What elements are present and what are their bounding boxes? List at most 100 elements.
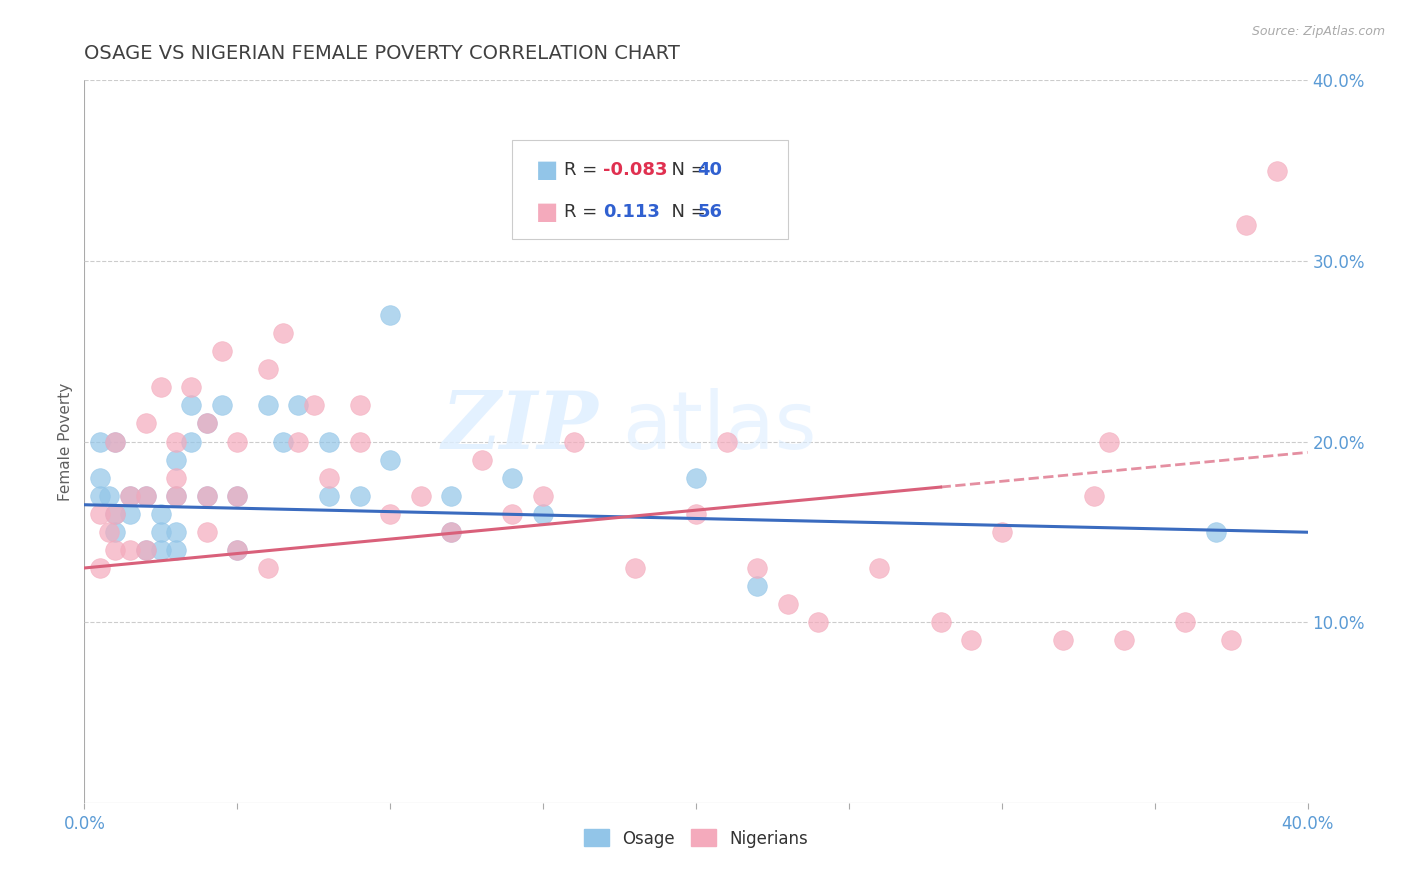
- Text: ■: ■: [536, 158, 558, 182]
- Point: [211, 344, 233, 359]
- Point: [135, 489, 157, 503]
- Point: [226, 434, 249, 449]
- Point: [960, 633, 983, 648]
- Text: N =: N =: [659, 161, 711, 178]
- Point: [226, 542, 249, 557]
- Point: [149, 380, 172, 394]
- Point: [195, 489, 218, 503]
- Text: 40: 40: [697, 161, 723, 178]
- Point: [716, 434, 738, 449]
- Point: [195, 489, 218, 503]
- Point: [97, 489, 120, 503]
- Point: [380, 452, 402, 467]
- Point: [149, 542, 172, 557]
- Text: N =: N =: [659, 202, 711, 221]
- Point: [89, 471, 111, 485]
- Point: [226, 489, 249, 503]
- Text: atlas: atlas: [623, 388, 817, 467]
- Point: [135, 542, 157, 557]
- Point: [89, 434, 111, 449]
- Point: [440, 524, 463, 539]
- Point: [165, 471, 187, 485]
- Point: [149, 524, 172, 539]
- Text: ZIP: ZIP: [441, 388, 598, 466]
- Point: [89, 489, 111, 503]
- Point: [929, 615, 952, 630]
- Text: OSAGE VS NIGERIAN FEMALE POVERTY CORRELATION CHART: OSAGE VS NIGERIAN FEMALE POVERTY CORRELA…: [84, 45, 681, 63]
- Text: Source: ZipAtlas.com: Source: ZipAtlas.com: [1251, 25, 1385, 38]
- Point: [302, 398, 325, 412]
- Point: [349, 489, 371, 503]
- Point: [257, 561, 280, 575]
- Point: [165, 489, 187, 503]
- Point: [257, 362, 280, 376]
- Point: [165, 542, 187, 557]
- Point: [380, 308, 402, 322]
- Legend: Osage, Nigerians: Osage, Nigerians: [575, 821, 817, 856]
- Point: [869, 561, 891, 575]
- Point: [104, 542, 127, 557]
- Point: [1052, 633, 1074, 648]
- Point: [135, 542, 157, 557]
- Point: [135, 417, 157, 431]
- Point: [1265, 163, 1288, 178]
- Point: [135, 489, 157, 503]
- Point: [807, 615, 830, 630]
- Point: [120, 507, 142, 521]
- Text: 0.113: 0.113: [603, 202, 661, 221]
- Point: [1098, 434, 1121, 449]
- Point: [120, 489, 142, 503]
- Point: [318, 434, 340, 449]
- Point: [104, 524, 127, 539]
- Point: [149, 507, 172, 521]
- Point: [380, 507, 402, 521]
- Point: [104, 507, 127, 521]
- Point: [165, 489, 187, 503]
- Point: [776, 597, 799, 611]
- Point: [180, 434, 202, 449]
- Text: 56: 56: [697, 202, 723, 221]
- Point: [349, 434, 371, 449]
- Point: [1114, 633, 1136, 648]
- Point: [226, 542, 249, 557]
- Point: [1220, 633, 1243, 648]
- Point: [165, 452, 187, 467]
- Point: [531, 507, 554, 521]
- Point: [97, 524, 120, 539]
- Point: [89, 507, 111, 521]
- Point: [991, 524, 1014, 539]
- Point: [195, 524, 218, 539]
- Point: [165, 434, 187, 449]
- Point: [271, 434, 294, 449]
- Point: [104, 434, 127, 449]
- Point: [624, 561, 647, 575]
- Point: [180, 398, 202, 412]
- Point: [257, 398, 280, 412]
- Point: [409, 489, 432, 503]
- Point: [195, 417, 218, 431]
- Point: [1205, 524, 1227, 539]
- Point: [89, 561, 111, 575]
- Point: [685, 471, 707, 485]
- Point: [104, 507, 127, 521]
- Point: [531, 489, 554, 503]
- Point: [1174, 615, 1197, 630]
- Point: [226, 489, 249, 503]
- Point: [562, 434, 585, 449]
- Point: [471, 452, 494, 467]
- Point: [165, 524, 187, 539]
- Point: [1236, 218, 1258, 232]
- Point: [195, 417, 218, 431]
- Point: [120, 489, 142, 503]
- Point: [211, 398, 233, 412]
- Point: [1083, 489, 1105, 503]
- Point: [747, 579, 769, 593]
- Point: [440, 489, 463, 503]
- Point: [287, 398, 309, 412]
- Point: [287, 434, 309, 449]
- Point: [502, 507, 524, 521]
- Text: R =: R =: [564, 202, 603, 221]
- Point: [349, 398, 371, 412]
- Point: [318, 489, 340, 503]
- Text: ■: ■: [536, 200, 558, 224]
